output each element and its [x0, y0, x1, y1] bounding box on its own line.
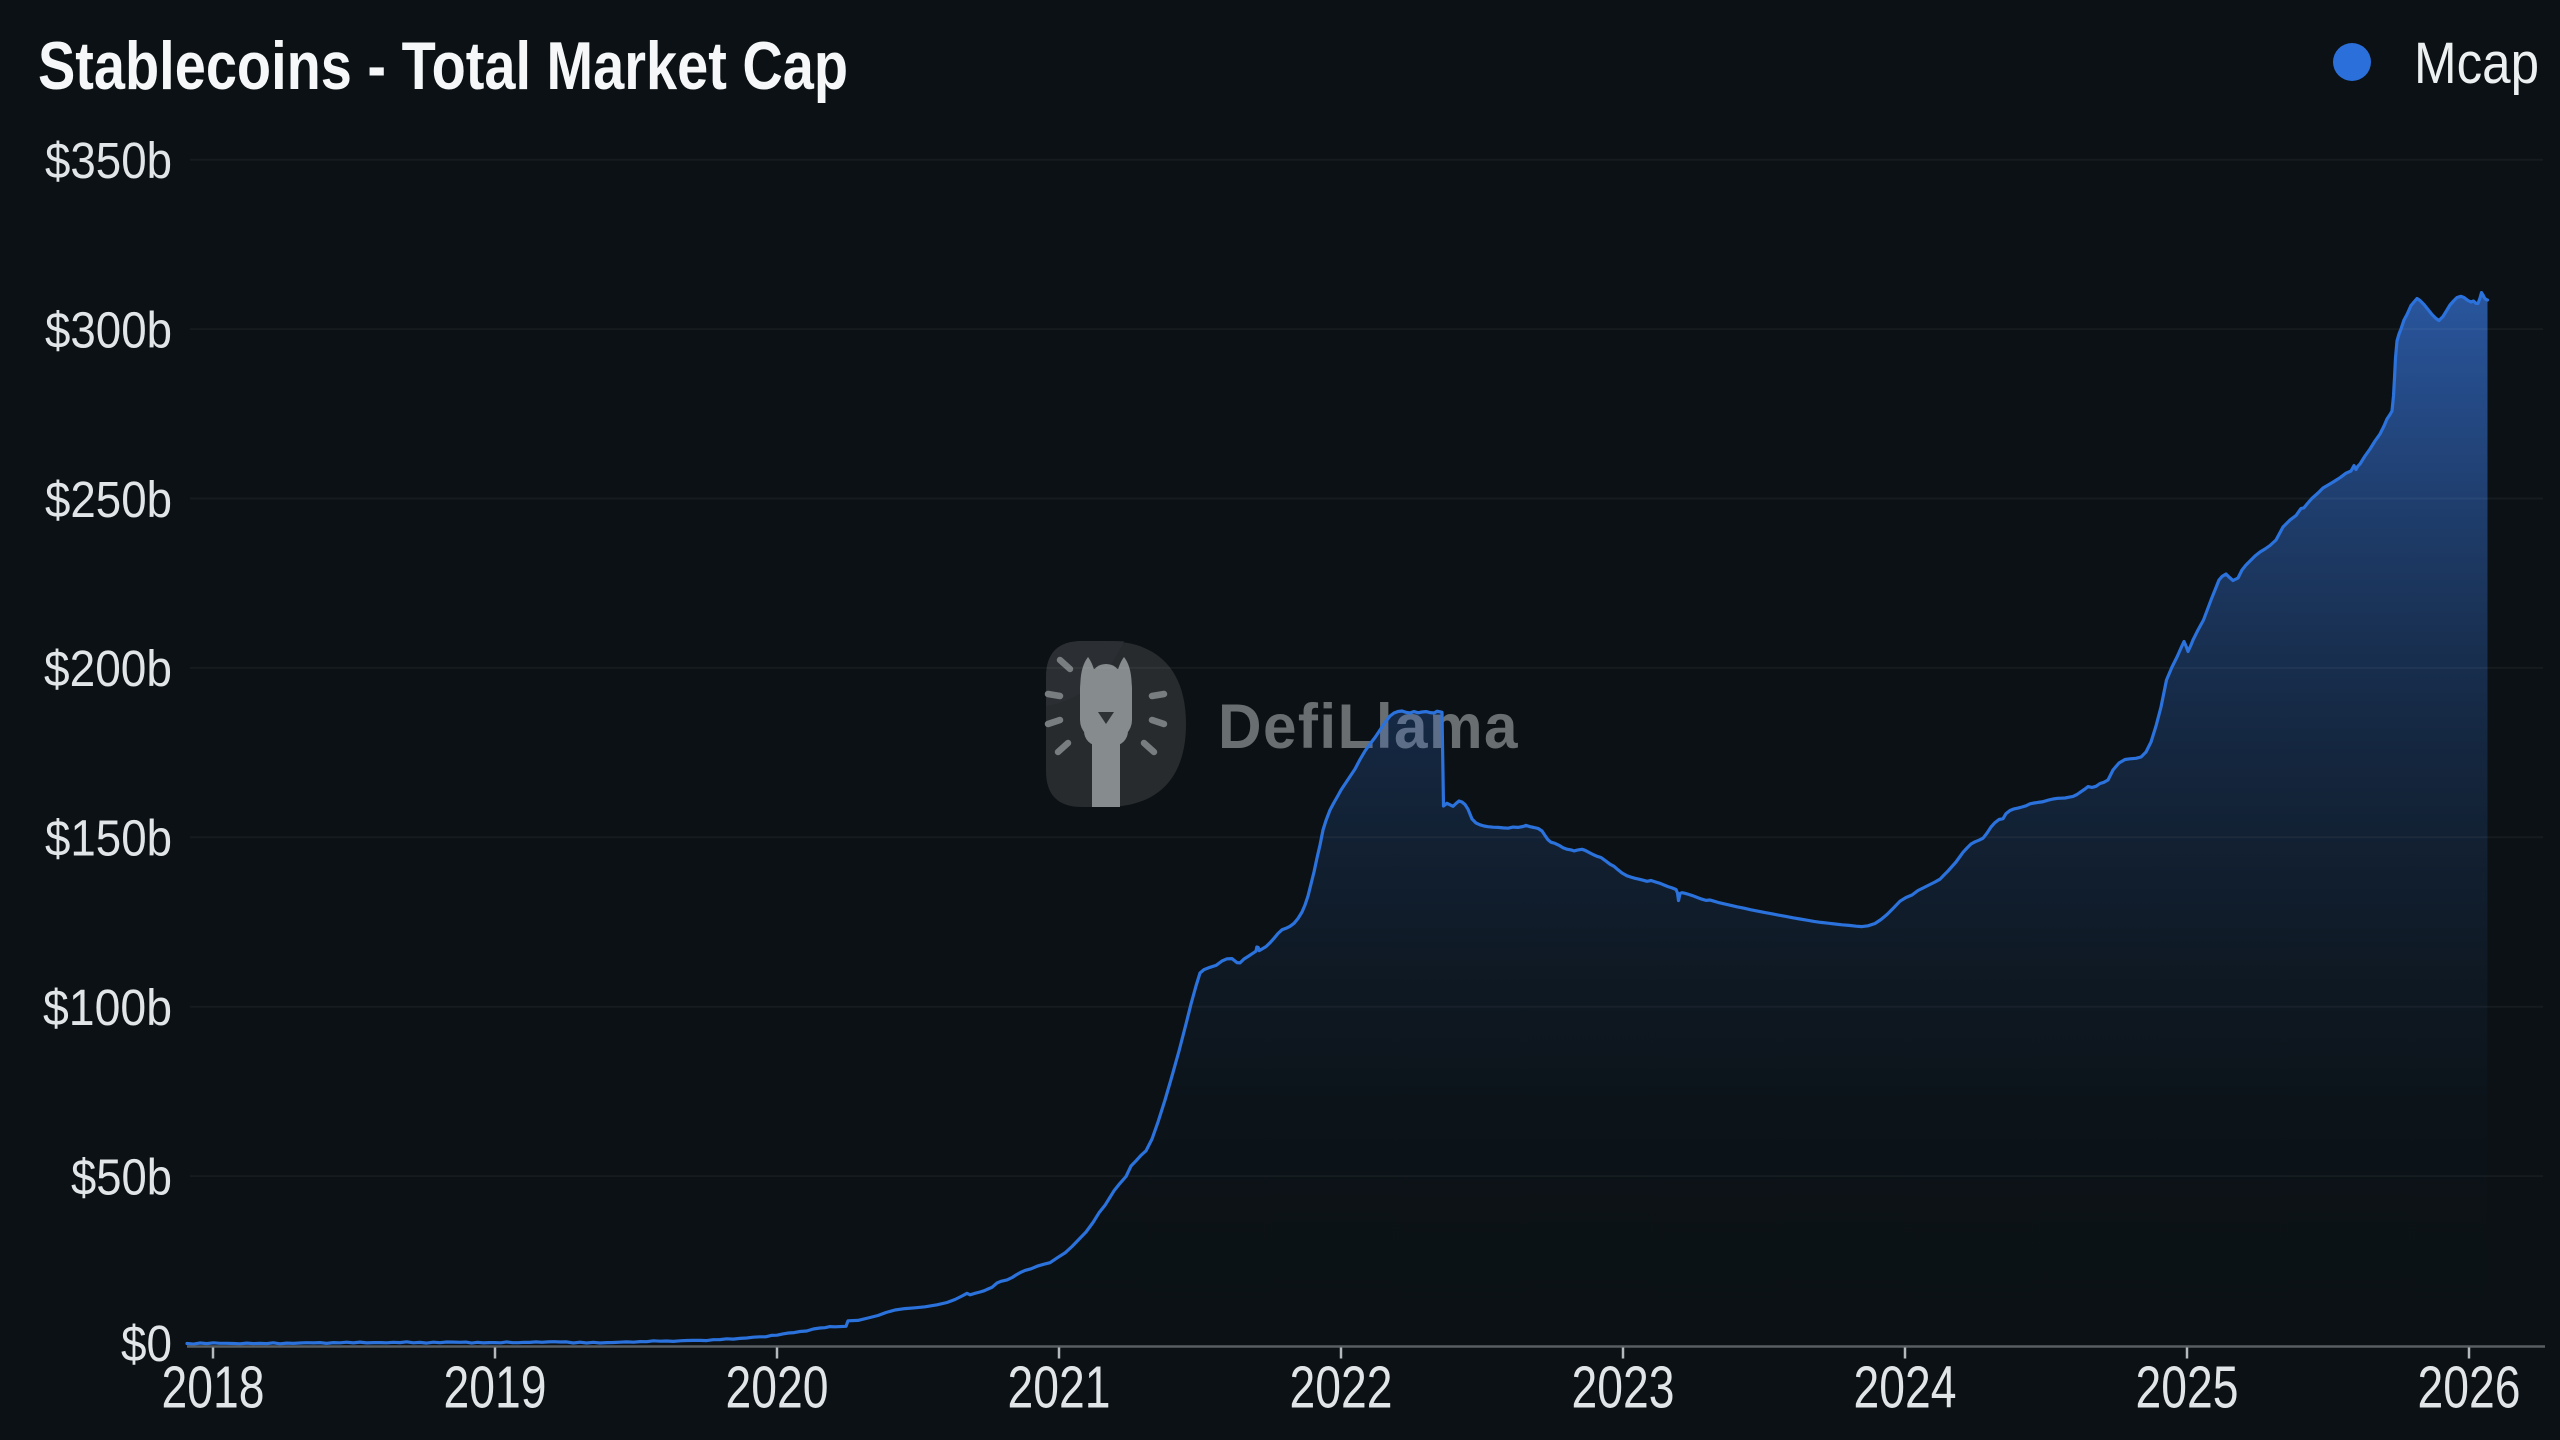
- svg-text:Stablecoins - Total Market Cap: Stablecoins - Total Market Cap: [38, 28, 848, 104]
- svg-text:2024: 2024: [1854, 1355, 1957, 1421]
- svg-text:$350b: $350b: [45, 132, 172, 189]
- svg-text:Mcap: Mcap: [2414, 31, 2539, 96]
- svg-text:2020: 2020: [726, 1355, 829, 1421]
- svg-text:$150b: $150b: [45, 810, 172, 867]
- svg-text:$100b: $100b: [43, 979, 172, 1036]
- svg-text:$250b: $250b: [45, 471, 172, 528]
- svg-text:$300b: $300b: [45, 301, 172, 358]
- svg-text:2023: 2023: [1572, 1355, 1675, 1421]
- svg-text:$0: $0: [121, 1315, 172, 1372]
- svg-text:2026: 2026: [2418, 1355, 2521, 1421]
- svg-text:2018: 2018: [162, 1355, 265, 1421]
- svg-text:$50b: $50b: [71, 1148, 172, 1205]
- svg-text:2022: 2022: [1290, 1355, 1393, 1421]
- svg-text:2025: 2025: [2136, 1355, 2239, 1421]
- svg-text:2019: 2019: [444, 1355, 547, 1421]
- svg-text:2021: 2021: [1008, 1355, 1111, 1421]
- svg-text:$200b: $200b: [44, 640, 172, 697]
